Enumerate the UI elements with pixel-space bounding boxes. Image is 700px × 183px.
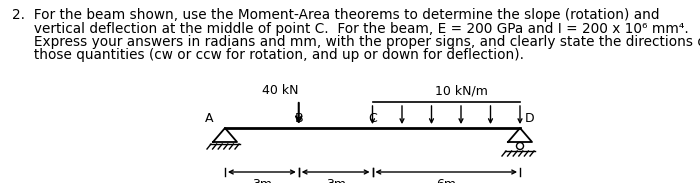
Text: 6m: 6m — [436, 178, 456, 183]
Text: 3m: 3m — [252, 178, 272, 183]
Text: Express your answers in radians and mm, with the proper signs, and clearly state: Express your answers in radians and mm, … — [12, 35, 700, 49]
Text: 2.  For the beam shown, use the Moment-Area theorems to determine the slope (rot: 2. For the beam shown, use the Moment-Ar… — [12, 8, 659, 22]
Text: 3m: 3m — [326, 178, 346, 183]
Text: 40 kN: 40 kN — [262, 84, 299, 97]
Text: D: D — [525, 112, 535, 125]
Text: those quantities (cw or ccw for rotation, and up or down for deflection).: those quantities (cw or ccw for rotation… — [12, 48, 524, 62]
Text: A: A — [204, 112, 214, 125]
Text: 10 kN/m: 10 kN/m — [435, 84, 488, 97]
Text: vertical deflection at the middle of point C.  For the beam, E = 200 GPa and I =: vertical deflection at the middle of poi… — [12, 22, 689, 36]
Text: C: C — [368, 112, 377, 125]
Text: B: B — [295, 112, 303, 125]
